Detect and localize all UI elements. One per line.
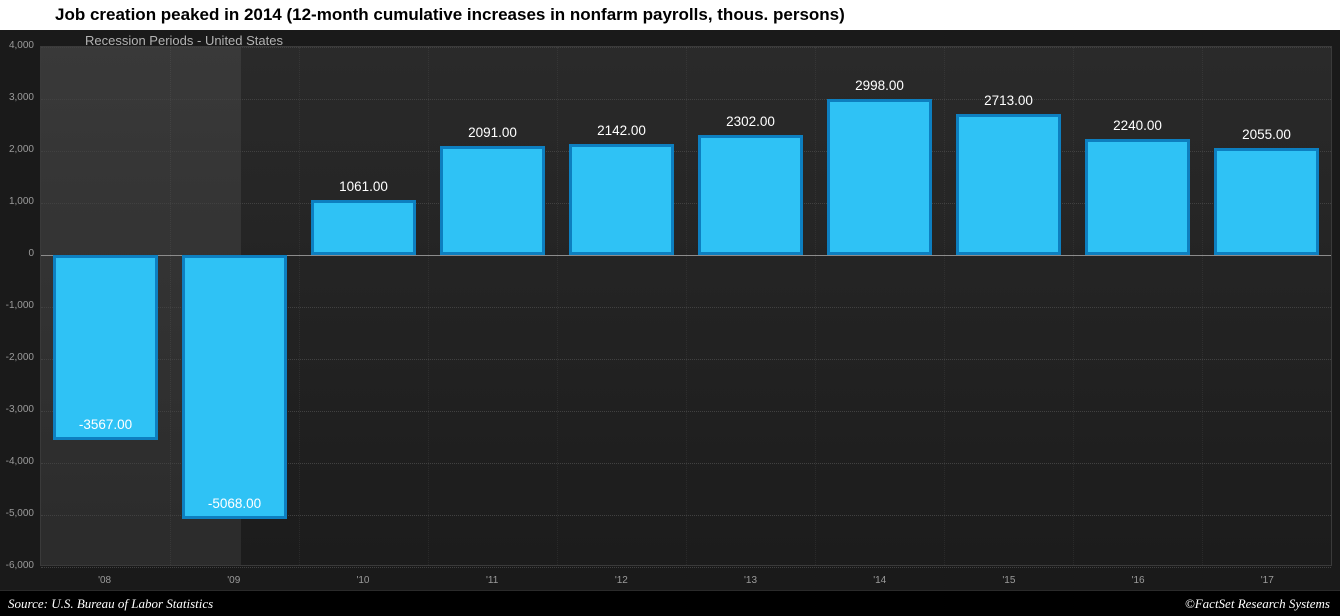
bar-value-label: 2302.00 (726, 114, 775, 130)
bar-value-label: 1061.00 (339, 178, 388, 194)
gridline (41, 463, 1331, 464)
x-tick-label: '09 (227, 575, 241, 586)
x-tick-label: '10 (356, 575, 370, 586)
x-tick-label: '11 (486, 575, 499, 586)
x-tick-label: '08 (98, 575, 112, 586)
chart-region: Recession Periods - United States 4,000 3… (0, 30, 1340, 590)
chart-title: Job creation peaked in 2014 (12-month cu… (0, 0, 1340, 30)
bar-17 (1214, 148, 1319, 255)
y-tick-label: -2,000 (5, 352, 34, 363)
vertical-gridline (815, 47, 816, 565)
gridline (41, 99, 1331, 100)
vertical-gridline (299, 47, 300, 565)
bar-value-label: 2091.00 (468, 125, 517, 141)
y-tick-label: 1,000 (8, 196, 34, 207)
x-axis: '08 '09 '10 '11 '12 '13 '14 '15 '16 '17 (40, 570, 1332, 588)
vertical-gridline (686, 47, 687, 565)
bar-value-label: 2240.00 (1113, 117, 1162, 133)
source-text: Source: U.S. Bureau of Labor Statistics (8, 595, 214, 611)
gridline (41, 359, 1331, 360)
bar-09 (182, 255, 287, 519)
y-tick-label: 0 (28, 248, 34, 259)
bar-13 (698, 135, 803, 255)
bar-value-label: 2142.00 (597, 122, 646, 138)
x-tick-label: '16 (1131, 575, 1145, 586)
bar-value-label: 2998.00 (855, 78, 904, 94)
credit-text: ©FactSet Research Systems (1184, 595, 1330, 611)
gridline (41, 307, 1331, 308)
vertical-gridline (944, 47, 945, 565)
plot-area: -3567.00 -5068.00 1061.00 2091.00 2142.00 230… (40, 46, 1332, 568)
x-tick-label: '14 (873, 575, 887, 586)
zero-line (41, 255, 1331, 256)
gridline (41, 203, 1331, 204)
bar-14 (827, 99, 932, 255)
x-tick-label: '15 (1002, 575, 1016, 586)
bar-value-label: 2713.00 (984, 92, 1033, 108)
y-tick-label: 2,000 (8, 144, 34, 155)
x-tick-label: '13 (744, 575, 758, 586)
footer: Source: U.S. Bureau of Labor Statistics … (0, 590, 1340, 616)
vertical-gridline (557, 47, 558, 565)
y-tick-label: -6,000 (5, 560, 34, 571)
y-tick-label: -1,000 (5, 300, 34, 311)
bar-15 (956, 113, 1061, 255)
vertical-gridline (1202, 47, 1203, 565)
chart-subtitle: Recession Periods - United States (85, 33, 283, 48)
y-tick-label: -5,000 (5, 508, 34, 519)
vertical-gridline (1073, 47, 1074, 565)
x-tick-label: '17 (1260, 575, 1274, 586)
gridline (41, 515, 1331, 516)
x-tick-label: '12 (614, 575, 628, 586)
bar-11 (440, 146, 545, 255)
bar-10 (311, 199, 416, 255)
vertical-gridline (428, 47, 429, 565)
bar-08 (53, 255, 158, 441)
gridline (41, 47, 1331, 48)
bar-value-label: -5068.00 (207, 495, 262, 511)
gridline (41, 151, 1331, 152)
bar-value-label: 2055.00 (1242, 127, 1291, 143)
vertical-gridline (170, 47, 171, 565)
gridline (41, 567, 1331, 568)
y-tick-label: 4,000 (8, 40, 34, 51)
gridline (41, 411, 1331, 412)
y-tick-label: -3,000 (5, 404, 34, 415)
bar-value-label: -3567.00 (78, 417, 133, 433)
bar-16 (1085, 138, 1190, 255)
y-tick-label: -4,000 (5, 456, 34, 467)
y-axis: 4,000 3,000 2,000 1,000 0 -1,000 -2,000 -3,000 -… (0, 40, 36, 571)
bar-12 (569, 143, 674, 255)
y-tick-label: 3,000 (8, 92, 34, 103)
